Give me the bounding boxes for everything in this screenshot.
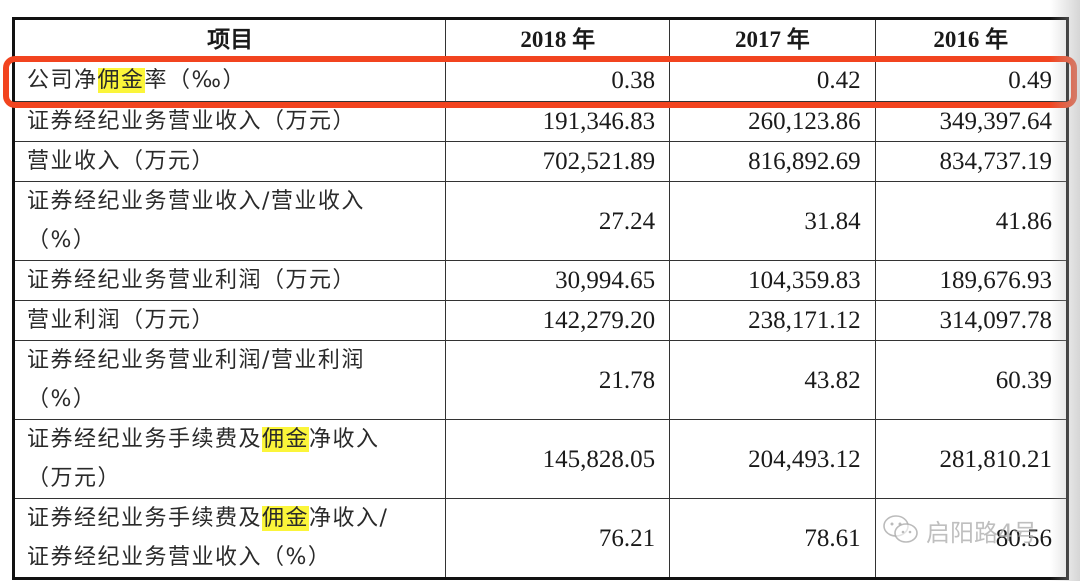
cell-2018: 21.78 <box>445 340 671 420</box>
header-2018: 2018 年 <box>445 18 671 60</box>
cell-2018: 142,279.20 <box>445 300 671 341</box>
cell-2017: 204,493.12 <box>669 419 876 499</box>
table-row-operating-profit: 营业利润（万元） 142,279.20 238,171.12 314,097.7… <box>12 300 1069 341</box>
cell-2016: 41.86 <box>874 181 1069 261</box>
cell-2018: 0.38 <box>445 59 671 102</box>
table-row-operating-revenue: 营业收入（万元） 702,521.89 816,892.69 834,737.1… <box>12 141 1069 182</box>
row-label: 证券经纪业务营业利润/营业利润 （%） <box>12 340 447 420</box>
cell-2017: 260,123.86 <box>669 101 876 142</box>
cell-2016: 314,097.78 <box>874 300 1069 341</box>
cell-2017: 31.84 <box>669 181 876 261</box>
cell-2017: 0.42 <box>669 59 876 102</box>
row-label: 证券经纪业务手续费及佣金净收入/证券经纪业务营业收入（%） <box>12 498 447 579</box>
highlight-commission: 佣金 <box>262 506 310 531</box>
cell-2017: 816,892.69 <box>669 141 876 182</box>
financial-table: 项目 2018 年 2017 年 2016 年 公司净佣金率（‰） 0.38 0… <box>12 17 1069 580</box>
cell-2017: 78.61 <box>669 498 876 579</box>
cell-2017: 238,171.12 <box>669 300 876 341</box>
table-row-net-commission-rate: 公司净佣金率（‰） 0.38 0.42 0.49 <box>12 59 1069 102</box>
cell-2018: 145,828.05 <box>445 419 671 499</box>
table-row-brokerage-revenue: 证券经纪业务营业收入（万元） 191,346.83 260,123.86 349… <box>12 101 1069 142</box>
cell-2016: 281,810.21 <box>874 419 1069 499</box>
highlight-commission: 佣金 <box>97 68 145 93</box>
cell-2016: 349,397.64 <box>874 101 1069 142</box>
row-label: 证券经纪业务营业利润（万元） <box>12 260 447 301</box>
cell-2016: 60.39 <box>874 340 1069 420</box>
table-row-brokerage-profit: 证券经纪业务营业利润（万元） 30,994.65 104,359.83 189,… <box>12 260 1069 301</box>
row-label: 证券经纪业务营业收入（万元） <box>12 101 447 142</box>
cell-2016: 834,737.19 <box>874 141 1069 182</box>
row-label: 营业收入（万元） <box>12 141 447 182</box>
table-row-net-fee-commission-ratio: 证券经纪业务手续费及佣金净收入/证券经纪业务营业收入（%） 76.21 78.6… <box>12 498 1069 579</box>
table-row-brokerage-profit-ratio: 证券经纪业务营业利润/营业利润 （%） 21.78 43.82 60.39 <box>12 340 1069 420</box>
cell-2017: 43.82 <box>669 340 876 420</box>
table-row-net-fee-commission-income: 证券经纪业务手续费及佣金净收入 （万元） 145,828.05 204,493.1… <box>12 419 1069 499</box>
cell-2017: 104,359.83 <box>669 260 876 301</box>
cell-2018: 702,521.89 <box>445 141 671 182</box>
cell-2018: 191,346.83 <box>445 101 671 142</box>
cell-2016: 189,676.93 <box>874 260 1069 301</box>
row-label: 证券经纪业务手续费及佣金净收入 （万元） <box>12 419 447 499</box>
cell-2016: 0.49 <box>874 59 1069 102</box>
cell-2018: 76.21 <box>445 498 671 579</box>
highlight-commission: 佣金 <box>262 427 310 452</box>
row-label: 证券经纪业务营业收入/营业收入 （%） <box>12 181 447 261</box>
row-label: 公司净佣金率（‰） <box>12 59 447 102</box>
cell-2018: 27.24 <box>445 181 671 261</box>
row-label: 营业利润（万元） <box>12 300 447 341</box>
header-row: 项目 2018 年 2017 年 2016 年 <box>12 18 1069 60</box>
header-2017: 2017 年 <box>669 18 876 60</box>
header-item: 项目 <box>12 18 447 60</box>
cell-2016: 80.56 <box>874 498 1069 579</box>
header-2016: 2016 年 <box>874 18 1069 60</box>
cell-2018: 30,994.65 <box>445 260 671 301</box>
page-edge-shadow <box>1050 0 1080 581</box>
table-row-brokerage-revenue-ratio: 证券经纪业务营业收入/营业收入 （%） 27.24 31.84 41.86 <box>12 181 1069 261</box>
